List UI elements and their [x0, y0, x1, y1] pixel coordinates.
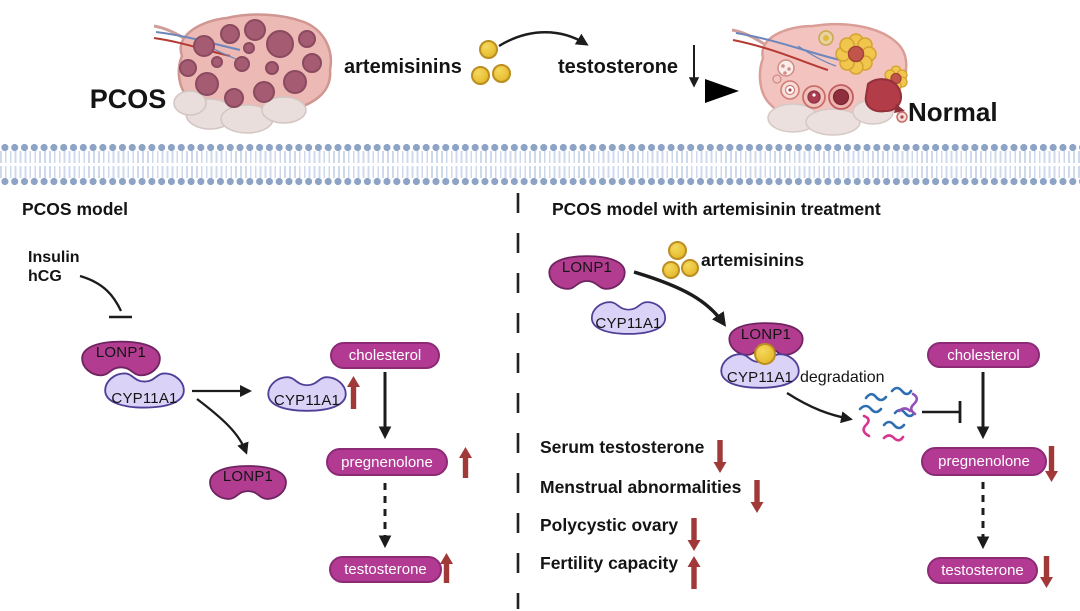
normal-ovary-illustration — [731, 22, 908, 136]
complex-to-degradation-arrow — [786, 392, 853, 424]
left-panel-title: PCOS model — [22, 199, 128, 219]
outcome-label: Polycystic ovary — [540, 515, 679, 535]
lonp1-blob-free-left: LONP1 — [205, 463, 291, 502]
cholesterol-pill-left: cholesterol — [330, 342, 440, 369]
outcome-row-serum-testosterone: Serum testosterone — [540, 437, 727, 473]
cyp11a1-label: CYP11A1 — [111, 390, 178, 407]
testosterone-down-arrow-right — [1040, 556, 1053, 588]
complex-to-lonp1-arrow — [196, 398, 249, 455]
testosterone-label-top: testosterone — [558, 56, 679, 78]
outcome-row-menstrual-abnormalities: Menstrual abnormalities — [540, 477, 764, 513]
outcome-change-arrow — [750, 480, 764, 513]
lonp1-blob-right: LONP1 — [544, 254, 630, 291]
hcg-label: hCG — [28, 268, 62, 285]
cyp11a1-label: CYP11A1 — [726, 369, 794, 386]
cyp11a1-label: CYP11A1 — [595, 315, 662, 332]
artemisinin-dot-icon — [681, 259, 699, 277]
lonp1-label: LONP1 — [740, 326, 792, 343]
right-panel-title: PCOS model with artemisinin treatment — [552, 199, 881, 219]
cyp11a1-blob-right-complex: CYP11A1 — [713, 352, 807, 390]
normal-label: Normal — [908, 97, 998, 127]
artemisinins-to-testosterone-arrow — [498, 31, 589, 48]
outcome-change-arrow — [687, 518, 701, 551]
testosterone-pill-right: testosterone — [927, 557, 1038, 584]
artemisinin-dot-icon — [492, 64, 511, 83]
insulin-inhibition-arrow — [79, 274, 132, 319]
lonp1-label: LONP1 — [561, 259, 613, 276]
cyp11a1-blob-left-complex: CYP11A1 — [100, 370, 189, 411]
pcos-label: PCOS — [89, 84, 167, 114]
outcome-label: Menstrual abnormalities — [540, 477, 742, 497]
insulin-hcg-label: Insulin hCG — [28, 248, 80, 286]
outcome-label: Fertility capacity — [540, 553, 679, 573]
degradation-label: degradation — [800, 369, 885, 386]
pregnenolone-down-arrow-right — [1045, 446, 1058, 482]
artemisinin-dot-icon — [479, 40, 498, 59]
outcome-change-arrow — [687, 556, 701, 589]
artemisinin-dot-icon — [662, 261, 680, 279]
artemisinin-dot-icon — [668, 241, 687, 260]
testosterone-pill-left: testosterone — [329, 556, 442, 583]
cyp11a1-blob-free-left: CYP11A1 — [263, 375, 351, 413]
lonp1-blob-left-complex: LONP1 — [77, 339, 165, 378]
pcos-to-normal-arrow — [346, 79, 739, 103]
pregnenolone-pill-right: pregnenolone — [921, 447, 1047, 476]
artemisinins-label-top: artemisinins — [344, 56, 462, 78]
lonp1-label: LONP1 — [222, 468, 274, 485]
pregnenolone-up-arrow-left — [459, 447, 472, 478]
outcome-label: Serum testosterone — [540, 437, 705, 457]
outcome-row-polycystic-ovary: Polycystic ovary — [540, 515, 701, 551]
artemisinin-dot-in-complex-icon — [754, 343, 776, 365]
cell-membrane — [0, 143, 1080, 186]
cyp11a1-label: CYP11A1 — [273, 392, 341, 409]
degraded-peptides-squiggles — [858, 386, 919, 442]
pcos-ovary-illustration — [153, 13, 333, 134]
cholesterol-pill-right: cholesterol — [927, 342, 1040, 368]
outcome-row-fertility-capacity: Fertility capacity — [540, 553, 701, 589]
degradation-inhibition-bar — [922, 401, 962, 423]
artemisinin-dot-icon — [471, 66, 490, 85]
pregnenolone-pill-left: pregnenolone — [326, 448, 448, 476]
insulin-label: Insulin — [28, 249, 80, 266]
lonp1-label: LONP1 — [95, 344, 147, 361]
outcome-change-arrow — [713, 440, 727, 473]
cyp11a1-blob-right: CYP11A1 — [584, 300, 673, 336]
artemisinins-label-right: artemisinins — [701, 250, 805, 270]
corpus-luteum-icon — [835, 33, 877, 75]
